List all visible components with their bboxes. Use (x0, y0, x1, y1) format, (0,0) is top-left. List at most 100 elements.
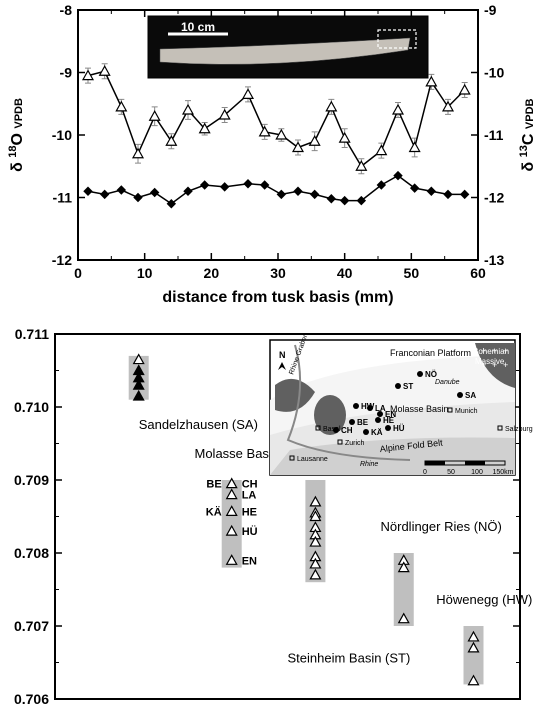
svg-text:Franconian Platform: Franconian Platform (390, 348, 471, 358)
svg-text:Lausanne: Lausanne (297, 456, 328, 463)
oxygen-marker (410, 143, 420, 152)
carbon-marker (327, 195, 335, 203)
oxygen-line (88, 71, 465, 166)
svg-text:KÄ: KÄ (206, 505, 222, 518)
oxygen-marker (293, 143, 303, 152)
svg-text:-12: -12 (484, 190, 504, 206)
oxygen-marker (460, 85, 470, 94)
svg-text:0: 0 (423, 469, 427, 476)
oxygen-marker (243, 89, 253, 98)
svg-text:HÜ: HÜ (242, 525, 258, 538)
oxygen-marker (116, 102, 126, 111)
carbon-marker (294, 187, 302, 195)
svg-text:N: N (279, 350, 286, 360)
y-right-label: δ 13C VPDB (518, 98, 537, 171)
carbon-marker (151, 189, 159, 197)
svg-text:NÖ: NÖ (425, 370, 437, 379)
svg-text:-9: -9 (484, 2, 497, 18)
carbon-marker (261, 181, 269, 189)
svg-text:-11: -11 (484, 127, 504, 143)
svg-text:50: 50 (447, 469, 455, 476)
svg-text:-11: -11 (53, 190, 73, 206)
svg-text:HÜ: HÜ (393, 424, 405, 433)
group-label: Steinheim Basin (ST) (288, 651, 411, 666)
svg-text:0.708: 0.708 (14, 545, 49, 561)
svg-text:Rhine: Rhine (360, 461, 378, 468)
svg-text:-8: -8 (60, 2, 73, 18)
group-label: Molasse Basin (195, 446, 280, 461)
scale-label: 10 cm (181, 20, 215, 34)
svg-text:20: 20 (204, 265, 220, 281)
svg-text:0.709: 0.709 (14, 472, 49, 488)
carbon-marker (427, 187, 435, 195)
svg-text:KÄ: KÄ (371, 428, 383, 437)
svg-text:ST: ST (403, 382, 413, 391)
carbon-line (88, 176, 465, 204)
svg-text:0.706: 0.706 (14, 691, 49, 707)
carbon-marker (84, 187, 92, 195)
svg-text:Molasse Basin: Molasse Basin (390, 404, 449, 414)
svg-text:40: 40 (337, 265, 353, 281)
svg-text:0: 0 (74, 265, 82, 281)
top-chart-svg: 10 cm0102030405060-12-11-10-9-8-13-12-11… (0, 0, 543, 324)
svg-text:-9: -9 (60, 65, 73, 81)
tusk-photo-inset: 10 cm (148, 16, 428, 78)
carbon-marker (277, 190, 285, 198)
svg-text:Basel: Basel (323, 426, 341, 433)
oxygen-marker (183, 105, 193, 114)
carbon-marker (221, 183, 229, 191)
svg-text:Salzburg: Salzburg (505, 426, 533, 433)
oxygen-marker (326, 102, 336, 111)
top-chart-panel: 10 cm0102030405060-12-11-10-9-8-13-12-11… (0, 0, 543, 324)
svg-text:0.710: 0.710 (14, 399, 49, 415)
oxygen-marker (100, 66, 110, 75)
inset-map: ++++++NÖSTSAHWLABECHHEHÜKÄENBaselZurichM… (270, 332, 533, 476)
oxygen-marker (150, 111, 160, 120)
svg-text:150km: 150km (492, 469, 513, 476)
carbon-marker (311, 190, 319, 198)
oxygen-marker (166, 136, 176, 145)
svg-text:-10: -10 (484, 65, 504, 81)
group-label: Höwenegg (HW) (436, 592, 532, 607)
svg-text:100: 100 (471, 469, 483, 476)
oxygen-marker (376, 146, 386, 155)
carbon-marker (244, 180, 252, 188)
svg-text:LA: LA (242, 490, 257, 502)
carbon-marker (341, 197, 349, 205)
svg-text:-12: -12 (52, 252, 72, 268)
svg-text:BE: BE (206, 479, 221, 491)
svg-text:CH: CH (341, 426, 353, 435)
group-label: Sandelzhausen (SA) (139, 417, 258, 432)
x-axis-label: distance from tusk basis (mm) (162, 289, 393, 306)
svg-text:Massive: Massive (475, 357, 505, 366)
carbon-marker (101, 190, 109, 198)
oxygen-marker (340, 133, 350, 142)
group-label: Nördlinger Ries (NÖ) (381, 519, 502, 534)
svg-text:-10: -10 (52, 127, 72, 143)
carbon-marker (117, 186, 125, 194)
svg-text:30: 30 (270, 265, 286, 281)
svg-text:EN: EN (242, 555, 257, 567)
carbon-marker (201, 181, 209, 189)
svg-text:0.707: 0.707 (14, 618, 49, 634)
svg-text:Munich: Munich (455, 408, 478, 415)
carbon-marker (134, 194, 142, 202)
oxygen-marker (133, 149, 143, 158)
svg-text:50: 50 (404, 265, 420, 281)
y-left-label: δ 18O VPDB (7, 98, 26, 172)
svg-text:Danube: Danube (435, 379, 460, 386)
svg-text:10: 10 (137, 265, 153, 281)
carbon-marker (444, 190, 452, 198)
oxygen-marker (310, 136, 320, 145)
svg-text:BE: BE (357, 418, 369, 427)
svg-text:-13: -13 (484, 252, 504, 268)
svg-text:SA: SA (465, 391, 476, 400)
oxygen-marker (260, 127, 270, 136)
bottom-chart-panel: 0.706 0.707 0.708 0.709 0.710 0.711 Sandelzhau… (0, 324, 543, 712)
oxygen-marker (393, 105, 403, 114)
bottom-chart-svg: 0.706 0.707 0.708 0.709 0.710 0.711 Sandelzhau… (0, 324, 543, 712)
svg-text:Bohemian: Bohemian (473, 347, 509, 356)
svg-text:HE: HE (242, 506, 257, 518)
carbon-marker (461, 190, 469, 198)
svg-text:0.711: 0.711 (15, 326, 49, 342)
